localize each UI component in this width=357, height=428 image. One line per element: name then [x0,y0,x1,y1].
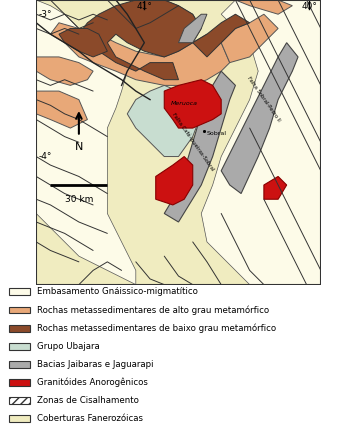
Text: Sobral: Sobral [207,131,227,136]
Bar [9,325,30,332]
Text: Falha Sobral-Pedro II: Falha Sobral-Pedro II [246,76,281,123]
Bar [9,306,30,313]
Bar [9,361,30,368]
Polygon shape [136,0,201,34]
Text: Rochas metassedimentares de alto grau metamórfico: Rochas metassedimentares de alto grau me… [37,305,270,315]
Text: Granitóides Anorogênicos: Granitóides Anorogênicos [37,378,149,387]
Text: Coberturas Fanerozóicas: Coberturas Fanerozóicas [37,414,144,423]
Text: Bacias Jaibaras e Jaguarapi: Bacias Jaibaras e Jaguarapi [37,360,154,369]
Polygon shape [221,14,278,62]
Polygon shape [127,86,201,157]
Text: Rochas metassedimentares de baixo grau metamórfico: Rochas metassedimentares de baixo grau m… [37,324,277,333]
Bar [9,416,30,422]
Polygon shape [50,23,230,86]
Text: Embasamento Gnáissico-migmatítico: Embasamento Gnáissico-migmatítico [37,287,198,296]
Text: -3°: -3° [39,10,52,19]
Text: 30 km: 30 km [65,195,93,204]
Polygon shape [193,14,250,57]
Polygon shape [164,80,221,128]
Text: 40°: 40° [302,2,317,11]
Text: Grupo Ubajara: Grupo Ubajara [37,342,100,351]
Bar [9,288,30,295]
Polygon shape [164,71,235,222]
Polygon shape [178,14,207,43]
Polygon shape [235,0,292,14]
Polygon shape [36,0,321,285]
Polygon shape [264,176,287,199]
Polygon shape [36,91,87,128]
Text: Falha Café-Ipueiras-Sobral: Falha Café-Ipueiras-Sobral [171,112,215,172]
Polygon shape [221,43,298,193]
Polygon shape [59,28,107,57]
Text: Meruoca: Meruoca [171,101,198,107]
Bar [9,397,30,404]
Polygon shape [156,157,193,205]
Bar [9,379,30,386]
Text: Zonas de Cisalhamento: Zonas de Cisalhamento [37,396,139,405]
Polygon shape [201,0,321,285]
Bar [9,343,30,350]
Text: -4°: -4° [39,152,52,161]
Polygon shape [79,0,201,80]
Polygon shape [36,0,136,285]
Text: N: N [75,142,83,152]
Text: 41°: 41° [136,2,152,11]
Polygon shape [36,57,93,86]
